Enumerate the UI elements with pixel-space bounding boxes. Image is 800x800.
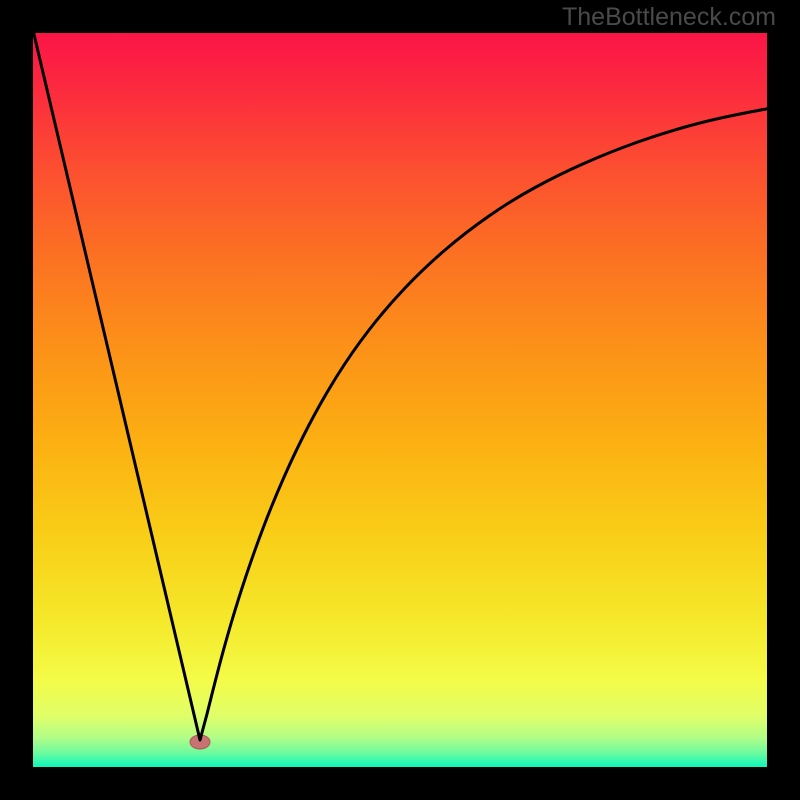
watermark-text: TheBottleneck.com <box>562 3 776 32</box>
curve-layer <box>0 0 800 800</box>
plot-area <box>33 33 767 767</box>
bottleneck-curve <box>33 30 800 740</box>
chart-container: TheBottleneck.com <box>0 0 800 800</box>
